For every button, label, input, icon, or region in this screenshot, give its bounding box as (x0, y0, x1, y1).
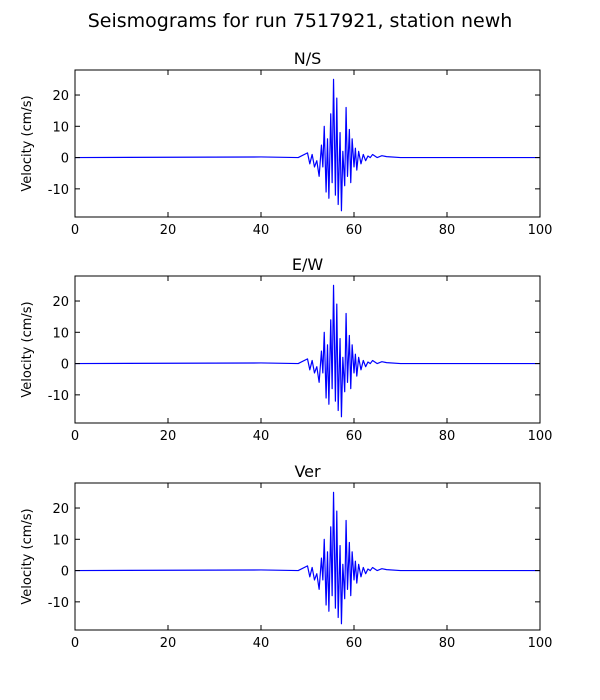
x-tick-label: 60 (346, 429, 363, 444)
x-tick-label: 80 (439, 223, 456, 238)
y-tick-label: 20 (52, 89, 69, 104)
subplot-title: Ver (294, 462, 321, 481)
x-tick-label: 20 (160, 429, 177, 444)
y-axis-label: Velocity (cm/s) (20, 301, 35, 397)
x-tick-label: 80 (439, 429, 456, 444)
y-tick-label: 0 (61, 152, 69, 167)
subplot-title: E/W (292, 255, 324, 274)
y-tick-label: 10 (52, 120, 69, 135)
series-line (74, 284, 540, 418)
y-tick-label: 10 (52, 533, 69, 548)
x-tick-label: 0 (71, 429, 79, 444)
x-tick-label: 60 (346, 636, 363, 651)
x-tick-label: 40 (253, 223, 270, 238)
axes-frame (74, 482, 541, 631)
x-tick-label: 100 (528, 636, 553, 651)
x-tick-label: 0 (71, 223, 79, 238)
x-tick-label: 40 (253, 636, 270, 651)
y-tick-label: 10 (52, 326, 69, 341)
x-tick-label: 100 (528, 429, 553, 444)
series-line (74, 78, 540, 212)
y-tick-label: 20 (52, 295, 69, 310)
x-tick-label: 20 (160, 223, 177, 238)
y-tick-label: -10 (48, 596, 69, 611)
y-axis-label: Velocity (cm/s) (20, 508, 35, 604)
x-tick-label: 60 (346, 223, 363, 238)
y-axis-label: Velocity (cm/s) (20, 95, 35, 191)
subplot-title: N/S (294, 49, 322, 68)
axes-frame (74, 275, 541, 424)
x-tick-label: 80 (439, 636, 456, 651)
x-tick-label: 40 (253, 429, 270, 444)
y-tick-label: 20 (52, 502, 69, 517)
x-tick-label: 0 (71, 636, 79, 651)
y-tick-label: 0 (61, 358, 69, 373)
series-line (74, 491, 540, 625)
y-tick-label: -10 (48, 389, 69, 404)
x-tick-label: 20 (160, 636, 177, 651)
y-tick-label: 0 (61, 565, 69, 580)
axes-frame (74, 69, 541, 218)
figure-title: Seismograms for run 7517921, station new… (87, 10, 513, 32)
x-tick-label: 100 (528, 223, 553, 238)
y-tick-label: -10 (48, 183, 69, 198)
